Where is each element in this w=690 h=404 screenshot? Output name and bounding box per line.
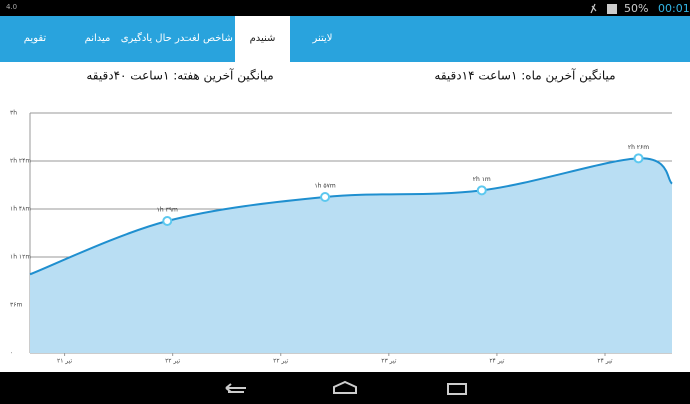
signal-icon: [590, 3, 597, 14]
home-button[interactable]: [333, 380, 357, 394]
x-tick-label: ۲۴ تیر: [597, 358, 612, 365]
tab[interactable]: تقویم: [24, 33, 47, 44]
y-tick-label: ۱h ۴۸m: [10, 206, 31, 213]
back-button[interactable]: [225, 383, 246, 393]
x-tick-label: ۲۳ تیر: [381, 358, 396, 365]
tab[interactable]: شنیدم: [250, 33, 276, 44]
recents-button[interactable]: [447, 383, 467, 395]
nav-bar: [0, 372, 690, 404]
y-tick-label: ۰: [10, 350, 13, 357]
y-tick-label: ۲h ۲۴m: [10, 158, 31, 165]
tab-selected-bg: [235, 16, 290, 62]
y-tick-label: ۳h: [10, 110, 17, 117]
x-tick-label: ۲۴ تیر: [489, 358, 504, 365]
x-tick-label: ۲۲ تیر: [273, 358, 288, 365]
time: 00:01: [658, 2, 690, 15]
point-label: ۲h ۱m: [473, 176, 491, 183]
y-tick-label: ۱h ۱۲m: [10, 254, 31, 261]
point: [320, 192, 331, 202]
week-average: میانگین آخرین هفته: ۱ساعت ۴۰دقیقه: [86, 68, 273, 84]
status-version: 4.0: [6, 3, 17, 11]
x-tick-label: ۲۱ تیر: [57, 358, 72, 365]
point-label: ۱h ۵۷m: [314, 183, 335, 190]
x-tick-label: ۲۲ تیر: [165, 358, 180, 365]
battery: 50%: [624, 2, 648, 15]
area: [30, 158, 672, 353]
tab-bar: [0, 16, 690, 62]
tab[interactable]: میدانم: [85, 33, 111, 44]
point: [476, 185, 487, 196]
line: [29, 157, 673, 276]
status-bar: [0, 0, 690, 16]
point-label: ۱h ۳۹m: [157, 207, 178, 214]
tab[interactable]: لایتنر: [311, 33, 332, 44]
y-tick-label: ۳۶m: [10, 302, 22, 309]
tab[interactable]: در حال یادگیری: [121, 32, 185, 44]
wifi-icon: [607, 4, 617, 14]
point: [633, 153, 644, 164]
tab[interactable]: شاخص لغت: [182, 33, 233, 44]
month-average: میانگین آخرین ماه: ۱ساعت ۱۴دقیقه: [434, 68, 615, 84]
point: [162, 216, 173, 226]
point-label: ۲h ۲۶m: [628, 144, 649, 151]
